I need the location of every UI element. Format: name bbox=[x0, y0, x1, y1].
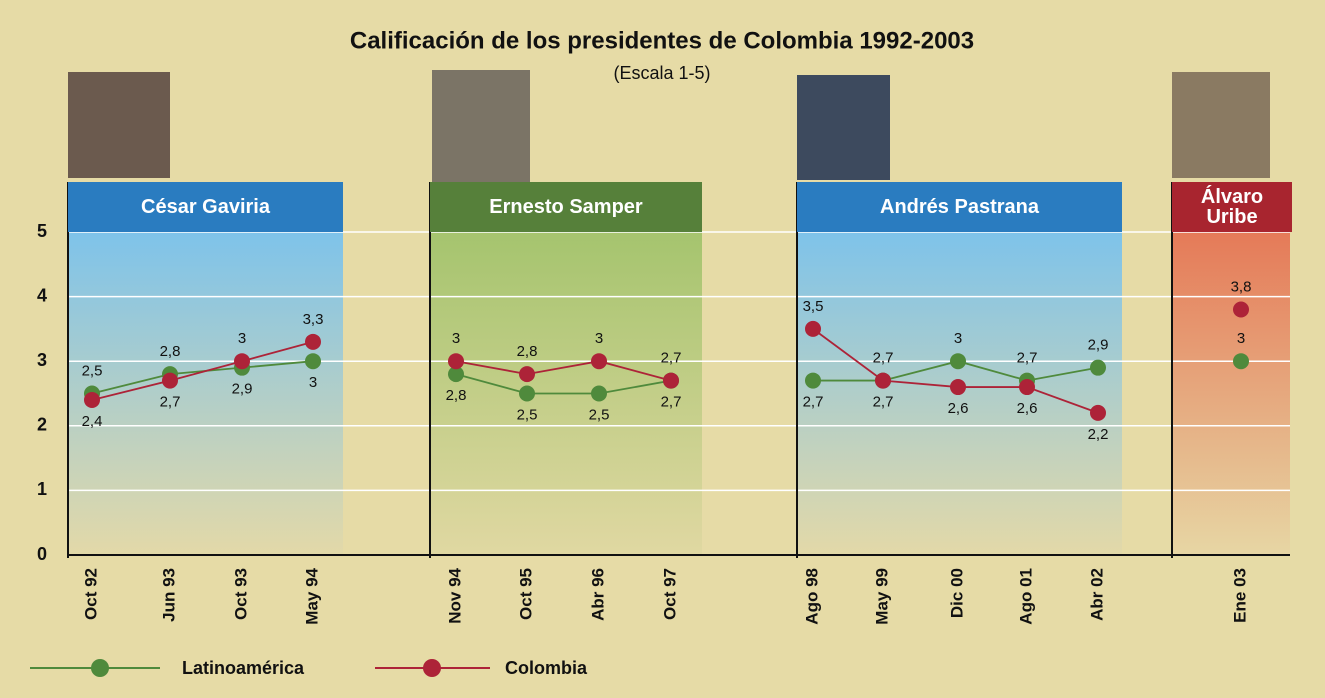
data-label: 3,5 bbox=[803, 298, 824, 315]
y-tick-label: 5 bbox=[37, 221, 47, 241]
data-label: 3,8 bbox=[1231, 278, 1252, 295]
data-label: 3,3 bbox=[303, 311, 324, 328]
data-label: 2,7 bbox=[1017, 350, 1038, 367]
legend-label: Colombia bbox=[505, 658, 588, 678]
data-label: 2,7 bbox=[661, 350, 682, 367]
president-name: Andrés Pastrana bbox=[797, 182, 1122, 232]
data-point bbox=[591, 386, 607, 402]
x-tick-label: Oct 93 bbox=[231, 568, 250, 620]
data-label: 2,7 bbox=[661, 394, 682, 411]
data-label: 2,7 bbox=[873, 394, 894, 411]
y-tick-label: 4 bbox=[37, 285, 47, 305]
data-point bbox=[805, 321, 821, 337]
y-tick-label: 0 bbox=[37, 544, 47, 564]
data-label: 3 bbox=[452, 330, 460, 347]
x-tick-label: Abr 02 bbox=[1087, 568, 1106, 621]
x-tick-label: Oct 95 bbox=[516, 568, 535, 620]
x-tick-label: Oct 97 bbox=[660, 568, 679, 620]
data-point bbox=[305, 334, 321, 350]
president-name: César Gaviria bbox=[68, 182, 343, 232]
photo bbox=[797, 75, 890, 180]
data-label: 2,8 bbox=[160, 343, 181, 360]
legend-marker bbox=[423, 659, 441, 677]
data-label: 3 bbox=[238, 330, 246, 347]
data-label: 2,7 bbox=[160, 394, 181, 411]
legend-label: Latinoamérica bbox=[182, 658, 305, 678]
data-point bbox=[305, 353, 321, 369]
data-label: 3 bbox=[954, 330, 962, 347]
x-tick-label: Nov 94 bbox=[445, 567, 464, 623]
data-label: 2,7 bbox=[873, 350, 894, 367]
legend-marker bbox=[91, 659, 109, 677]
data-label: 2,8 bbox=[517, 343, 538, 360]
x-tick-label: Dic 00 bbox=[947, 568, 966, 618]
x-tick-label: Ago 98 bbox=[802, 568, 821, 625]
data-label: 3 bbox=[1237, 330, 1245, 347]
y-tick-label: 2 bbox=[37, 415, 47, 435]
data-label: 2,5 bbox=[82, 362, 103, 379]
x-tick-label: May 94 bbox=[302, 567, 321, 624]
chart-subtitle: (Escala 1-5) bbox=[613, 63, 710, 83]
data-label: 3 bbox=[309, 374, 317, 391]
data-label: 2,8 bbox=[446, 387, 467, 404]
data-point bbox=[519, 366, 535, 382]
x-tick-label: Oct 92 bbox=[81, 568, 100, 620]
data-point bbox=[519, 386, 535, 402]
data-point bbox=[1019, 379, 1035, 395]
data-label: 2,5 bbox=[517, 406, 538, 423]
page: Calificación de los presidentes de Colom… bbox=[0, 0, 1325, 698]
photo bbox=[432, 70, 530, 182]
data-point bbox=[875, 373, 891, 389]
x-tick-label: Jun 93 bbox=[159, 568, 178, 622]
y-tick-label: 1 bbox=[37, 479, 47, 499]
data-point bbox=[591, 353, 607, 369]
x-tick-label: Ene 03 bbox=[1230, 568, 1249, 623]
data-point bbox=[663, 373, 679, 389]
data-point bbox=[448, 353, 464, 369]
data-point bbox=[84, 392, 100, 408]
panel-background bbox=[68, 232, 343, 555]
data-point bbox=[162, 373, 178, 389]
data-label: 2,2 bbox=[1088, 426, 1109, 443]
data-label: 2,7 bbox=[803, 394, 824, 411]
chart: Calificación de los presidentes de Colom… bbox=[0, 0, 1325, 698]
chart-title: Calificación de los presidentes de Colom… bbox=[350, 27, 974, 54]
data-point bbox=[950, 379, 966, 395]
x-tick-label: Abr 96 bbox=[588, 568, 607, 621]
data-point bbox=[1090, 405, 1106, 421]
photo bbox=[1172, 72, 1270, 178]
data-label: 2,5 bbox=[589, 406, 610, 423]
data-label: 2,6 bbox=[948, 400, 969, 417]
data-label: 2,6 bbox=[1017, 400, 1038, 417]
data-point bbox=[1233, 353, 1249, 369]
data-point bbox=[950, 353, 966, 369]
y-tick-label: 3 bbox=[37, 350, 47, 370]
data-point bbox=[1090, 360, 1106, 376]
x-tick-label: May 99 bbox=[872, 568, 891, 625]
president-name: Ernesto Samper bbox=[430, 182, 702, 232]
data-point bbox=[1233, 302, 1249, 318]
data-point bbox=[805, 373, 821, 389]
x-tick-label: Ago 01 bbox=[1016, 568, 1035, 625]
data-label: 2,9 bbox=[1088, 337, 1109, 354]
president-name: Álvaro Uribe bbox=[1172, 182, 1292, 232]
data-label: 3 bbox=[595, 330, 603, 347]
data-label: 2,9 bbox=[232, 381, 253, 398]
data-label: 2,4 bbox=[82, 413, 103, 430]
data-point bbox=[234, 353, 250, 369]
photo bbox=[68, 72, 170, 178]
